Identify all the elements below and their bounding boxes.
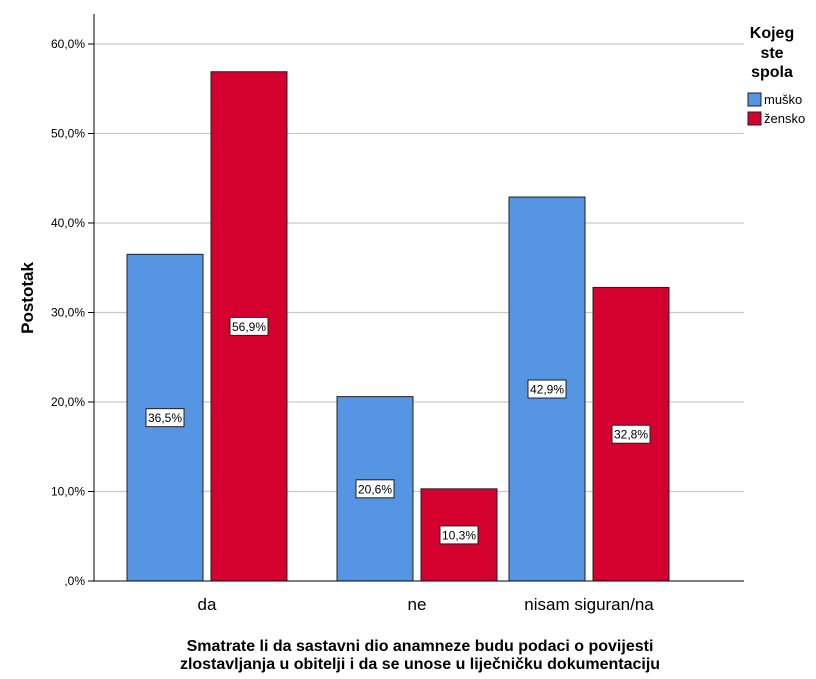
y-axis-label: Postotak [18,262,37,334]
y-tick-label: 10,0% [51,485,85,499]
data-label: 36,5% [148,411,182,425]
legend-swatch [747,111,762,126]
data-label: 32,8% [614,428,648,442]
x-axis-label-line: zlostavljanja u obitelji i da se unose u… [180,656,660,673]
data-label-box [145,408,185,428]
data-label-box [229,316,269,336]
data-label-layer: 36,5% 56,9% 20,6% 10,3% 42,9% 32,8% [145,316,651,545]
data-label: 42,9% [530,383,564,397]
data-label-box [439,525,479,545]
data-label: 20,6% [358,482,392,496]
bar-0-0 [126,253,204,582]
y-tick-label: 20,0% [51,395,85,409]
y-tick-label: 40,0% [51,216,85,230]
legend-swatch [747,92,762,107]
data-label-box [611,424,651,444]
x-axis-label-line: Smatrate li da sastavni dio anamneze bud… [187,638,654,655]
legend-label: muško [764,92,802,107]
x-category-label: nisam siguran/na [524,595,654,614]
y-tick-label: 60,0% [51,37,85,51]
legend-title: spola [751,64,793,81]
legend: Kojeg ste spola muško žensko [747,25,805,126]
data-label-box [527,379,567,399]
y-tick-label: ,0% [64,574,85,588]
data-label: 56,9% [232,320,266,334]
data-label-box [355,479,395,499]
legend-title: ste [760,45,783,62]
legend-label: žensko [764,111,805,126]
legend-title: Kojeg [750,25,794,42]
axis-layer: ,0% 10,0% 20,0% 30,0% 40,0% 50,0% 60,0% da ne nis… [18,14,744,673]
data-label: 10,3% [442,528,476,542]
y-tick-label: 50,0% [51,127,85,141]
x-category-label: da [198,595,217,614]
y-tick-label: 30,0% [51,306,85,320]
bar-layer [126,71,670,582]
x-category-label: ne [408,595,427,614]
